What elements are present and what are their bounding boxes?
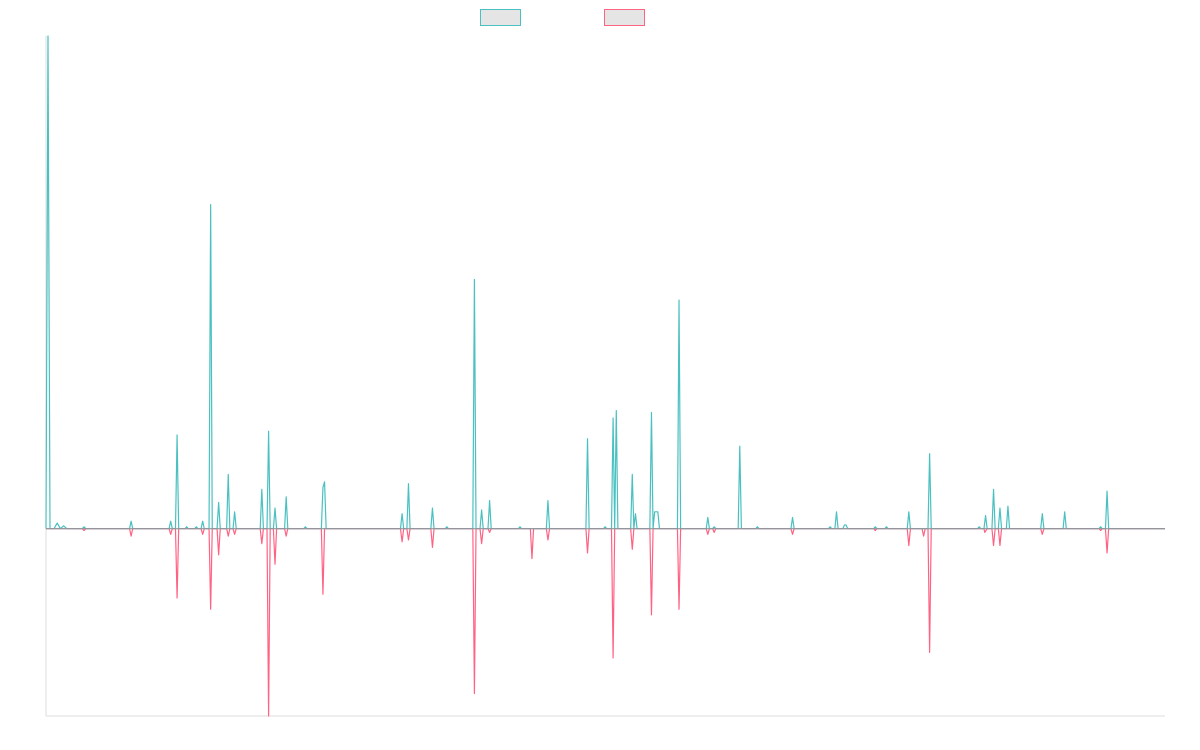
legend-swatch-1[interactable] (480, 9, 521, 26)
series-2 (46, 528, 1165, 717)
legend (480, 9, 645, 26)
series-1-line (45, 35, 1165, 530)
axes (45, 36, 1165, 717)
series-1 (45, 35, 1165, 530)
legend-item-1[interactable] (480, 9, 521, 26)
series-layer (45, 35, 1165, 717)
legend-swatch-2[interactable] (604, 9, 645, 26)
legend-item-2[interactable] (604, 9, 645, 26)
series-2-line (46, 528, 1165, 717)
